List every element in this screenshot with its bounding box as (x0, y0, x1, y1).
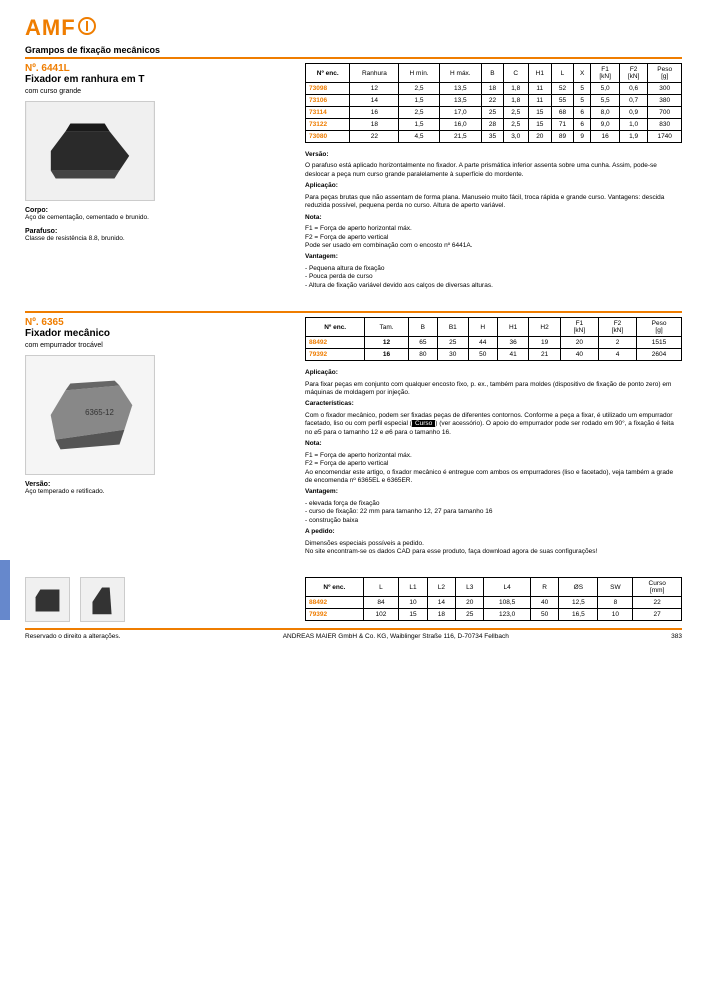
side-tab (0, 560, 10, 620)
accessory-img-2 (80, 577, 125, 622)
table-1: Nº enc.RanhuraH mín.H máx.BCH1LXF1 [kN]F… (305, 63, 682, 143)
body-text: Aço de cementação, cementado e brunido. (25, 214, 295, 222)
note-head-2: Nota: (305, 440, 322, 447)
adv-head-1: Vantagem: (305, 253, 338, 260)
product-code-2: Nº. 6365 (25, 317, 295, 328)
footer: Reservado o direito a alterações. ANDREA… (25, 633, 682, 640)
note-text-2: F1 = Força de aperto horizontal máx. F2 … (305, 452, 682, 486)
product-sub-2: com empurrador trocável (25, 342, 295, 349)
design-head-2: Versão: (25, 481, 295, 488)
note-text-1: F1 = Força de aperto horizontal máx. F2 … (305, 225, 682, 250)
product-code-1: Nº. 6441L (25, 63, 295, 74)
product-name-2: Fixador mecânico (25, 328, 295, 339)
adv-text-2: - elevada força de fixação - curso de fi… (305, 500, 682, 525)
header-tab: Grampos de fixação mecânicos (25, 45, 682, 55)
accessory-img-1 (25, 577, 70, 622)
adv-text-1: - Pequena altura de fixação - Pouca perd… (305, 265, 682, 290)
logo-icon (78, 17, 96, 35)
curso-link[interactable]: Curso (412, 420, 435, 427)
table-2b: Nº enc.LL1L2L3L4RØSSWCurso [mm] 88492841… (305, 577, 682, 621)
screw-head: Parafuso: (25, 228, 295, 235)
divider (25, 57, 682, 59)
accessory-images (25, 577, 295, 622)
footer-center: ANDREAS MAIER GmbH & Co. KG, Waiblinger … (283, 633, 509, 640)
adv-head-2: Vantagem: (305, 488, 338, 495)
footer-divider (25, 628, 682, 630)
logo-text: AMF (25, 15, 76, 41)
app-text-1: Para peças brutas que não assentam de fo… (305, 194, 682, 211)
footer-left: Reservado o direito a alterações. (25, 633, 120, 640)
design-head-1: Versão: (305, 151, 329, 158)
note-head-1: Nota: (305, 214, 322, 221)
demand-head-2: A pedido: (305, 528, 335, 535)
design-text-2: Aço temperado e retificado. (25, 488, 295, 496)
table-2a: Nº enc.Tam.BB1HH1H2F1 [kN]F2 [kN]Peso [g… (305, 317, 682, 361)
svg-text:6365-12: 6365-12 (85, 408, 114, 417)
app-text-2: Para fixar peças em conjunto com qualque… (305, 381, 682, 398)
demand-text-2: Dimensões especiais possíveis a pedido. … (305, 540, 682, 557)
screw-text: Classe de resistência 8.8, brunido. (25, 235, 295, 243)
product-name-1: Fixador em ranhura em T (25, 74, 295, 85)
logo: AMF (25, 15, 682, 41)
app-head-2: Aplicação: (305, 369, 338, 376)
product-image-1 (25, 101, 155, 201)
feat-text-2: Com o fixador mecânico, podem ser fixada… (305, 412, 682, 437)
product-sub-1: com curso grande (25, 88, 295, 95)
app-head-1: Aplicação: (305, 182, 338, 189)
divider (25, 311, 682, 313)
feat-head-2: Características: (305, 400, 354, 407)
product-image-2: 6365-12 (25, 355, 155, 475)
design-text-1: O parafuso está aplicado horizontalmente… (305, 162, 682, 179)
footer-right: 383 (671, 633, 682, 640)
body-head: Corpo: (25, 207, 295, 214)
